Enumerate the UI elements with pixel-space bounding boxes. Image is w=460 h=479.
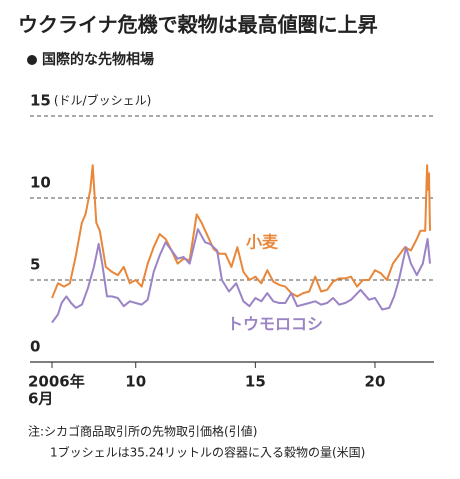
note: 1ブッシェルは35.24リットルの容器に入る穀物の量(米国) bbox=[50, 445, 365, 460]
x-tick-label: 20 bbox=[365, 373, 386, 391]
y-tick-label: 5 bbox=[30, 256, 40, 274]
y-tick-label: 0 bbox=[30, 338, 40, 356]
y-tick-label: 15 bbox=[30, 92, 51, 110]
chart-subtitle: 国際的な先物相場 bbox=[42, 51, 154, 68]
x-start-month: 6月 bbox=[28, 390, 53, 408]
series-line bbox=[51, 228, 431, 324]
bullet bbox=[27, 55, 37, 65]
series-label: 小麦 bbox=[246, 233, 279, 252]
x-tick-label: 15 bbox=[245, 373, 266, 391]
x-tick-label: 10 bbox=[125, 373, 146, 391]
x-tick-label: 2006年 bbox=[28, 373, 85, 391]
y-tick-label: 10 bbox=[30, 174, 51, 192]
series-label: トウモロコシ bbox=[227, 315, 323, 334]
chart-title: ウクライナ危機で穀物は最高値圏に上昇 bbox=[18, 13, 378, 37]
series-line bbox=[51, 164, 431, 299]
note: 注:シカゴ商品取引所の先物取引価格(引値) bbox=[28, 424, 257, 439]
y-axis-unit: (ドル/ブッシェル) bbox=[54, 93, 151, 108]
